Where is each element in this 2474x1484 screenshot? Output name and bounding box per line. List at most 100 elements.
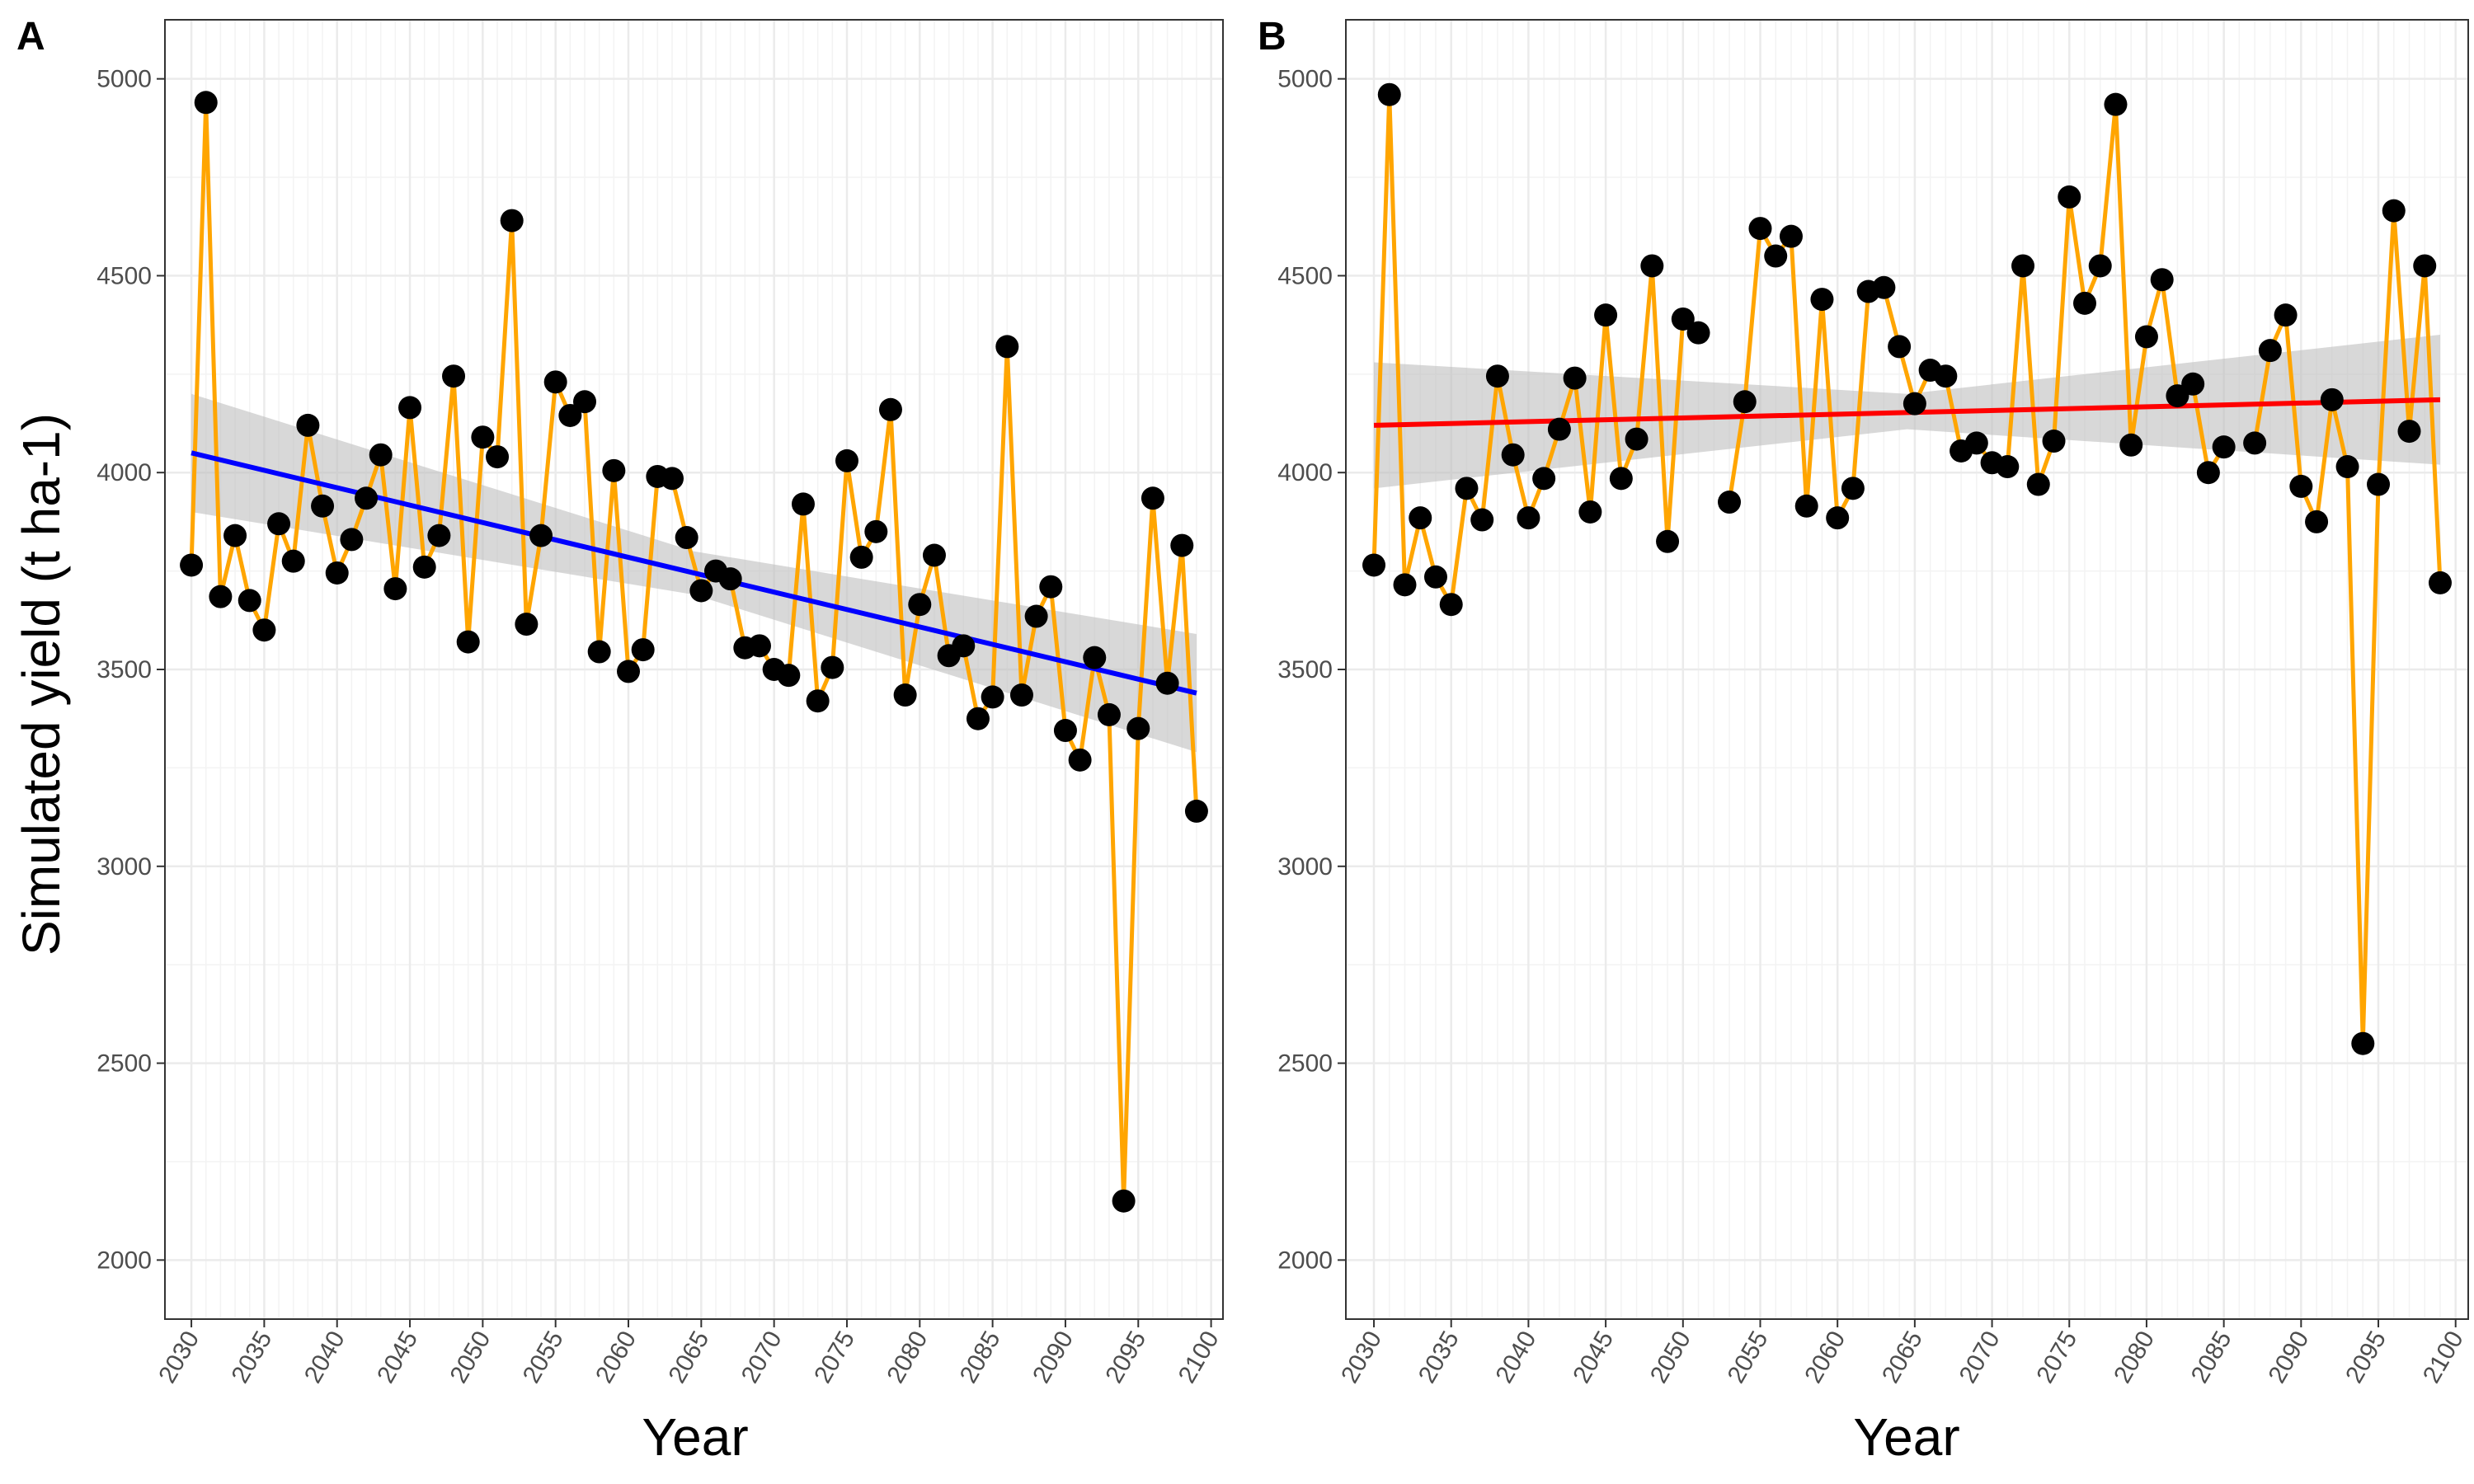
data-point-p0-2043 [369, 443, 393, 467]
data-point-p1-2059 [1810, 288, 1834, 312]
y-tick-label-p1: 4000 [1277, 459, 1333, 486]
data-point-p0-2095 [1126, 716, 1150, 740]
data-point-p1-2046 [1609, 467, 1633, 491]
data-point-p0-2044 [383, 577, 407, 601]
data-point-p1-2074 [2042, 430, 2066, 453]
data-point-p0-2037 [281, 549, 305, 573]
data-point-p0-2052 [500, 209, 524, 232]
data-point-p0-2093 [1097, 702, 1121, 726]
y-tick-label-p1: 2500 [1277, 1050, 1333, 1078]
data-point-p0-2048 [442, 364, 466, 388]
data-point-p0-2064 [675, 526, 698, 550]
data-point-p1-2063 [1872, 275, 1896, 299]
data-point-p0-2055 [543, 370, 567, 394]
data-point-p1-2037 [1470, 508, 1494, 532]
data-point-p1-2064 [1888, 335, 1912, 359]
data-point-p1-2078 [2104, 92, 2128, 116]
data-point-p1-2071 [1996, 455, 2020, 479]
data-point-p0-2057 [573, 390, 597, 414]
data-point-p1-2080 [2134, 325, 2158, 349]
data-point-p0-2035 [252, 618, 276, 642]
data-point-p1-2031 [1377, 82, 1401, 106]
data-point-p0-2083 [952, 634, 976, 658]
data-point-p0-2063 [661, 467, 684, 491]
data-point-p1-2057 [1779, 224, 1803, 248]
data-point-p1-2088 [2258, 339, 2282, 363]
data-point-p0-2084 [966, 707, 990, 730]
y-tick-label-p0: 2500 [96, 1050, 152, 1078]
data-point-p0-2042 [355, 486, 379, 510]
data-point-p1-2091 [2305, 510, 2329, 533]
data-point-p0-2047 [427, 524, 451, 547]
data-point-p1-2050 [1671, 307, 1695, 331]
x-axis-title-a: Year [642, 1407, 748, 1467]
y-tick-label-p0: 5000 [96, 66, 152, 93]
data-point-p0-2079 [893, 683, 917, 707]
data-point-p1-2065 [1903, 392, 1926, 416]
data-point-p0-2045 [398, 396, 422, 420]
data-point-p0-2074 [821, 655, 844, 679]
data-point-p1-2041 [1532, 467, 1556, 491]
data-point-p0-2053 [515, 613, 539, 636]
data-point-p0-2081 [922, 543, 946, 567]
yield-series-line-p1 [1371, 92, 1700, 607]
data-point-p1-2067 [1934, 364, 1958, 388]
data-point-p0-2051 [486, 445, 510, 469]
data-point-p0-2038 [296, 413, 320, 437]
data-point-p0-2040 [325, 561, 349, 585]
data-point-p0-2090 [1053, 719, 1077, 743]
data-point-p1-2098 [2413, 254, 2437, 278]
y-tick-label-p0: 4500 [96, 262, 152, 289]
data-point-p1-2030 [1362, 553, 1386, 577]
data-point-p0-2073 [806, 689, 830, 713]
data-point-p1-2077 [2088, 254, 2112, 278]
data-point-p0-2050 [471, 425, 495, 449]
y-tick-label-p0: 2000 [96, 1247, 152, 1274]
y-tick-label-p0: 4000 [96, 459, 152, 486]
data-point-p1-2069 [1964, 431, 1988, 455]
data-point-p1-2049 [1656, 529, 1680, 553]
data-point-p0-2080 [908, 593, 932, 617]
data-point-p1-2073 [2026, 472, 2050, 496]
data-point-p1-2048 [1640, 254, 1664, 278]
data-point-p1-2043 [1563, 366, 1587, 390]
data-point-p1-2039 [1501, 443, 1525, 467]
data-point-p0-2046 [412, 555, 436, 579]
data-point-p1-2083 [2181, 372, 2205, 396]
data-point-p0-2031 [194, 91, 218, 115]
data-point-p0-2058 [587, 640, 611, 664]
data-point-p1-2060 [1826, 506, 1850, 530]
data-point-p0-2096 [1141, 486, 1164, 510]
data-point-p0-2092 [1083, 646, 1107, 669]
data-point-p1-2076 [2072, 291, 2096, 315]
panel-label-b: B [1258, 15, 1286, 59]
data-point-p1-2058 [1794, 494, 1818, 518]
data-point-p1-2035 [1439, 593, 1463, 617]
y-tick-label-p1: 4500 [1277, 262, 1333, 289]
data-point-p0-2071 [777, 664, 801, 688]
data-point-p0-2032 [209, 585, 233, 608]
data-point-p1-2033 [1409, 506, 1432, 530]
data-point-p0-2076 [849, 545, 873, 569]
y-tick-label-p0: 3000 [96, 853, 152, 881]
data-point-p1-2099 [2428, 571, 2452, 594]
data-point-p0-2075 [835, 448, 858, 472]
data-point-p0-2087 [1009, 683, 1033, 707]
data-point-p0-2054 [529, 524, 553, 547]
data-point-p0-2060 [617, 660, 641, 683]
data-point-p0-2033 [223, 524, 247, 547]
data-point-p1-2096 [2382, 199, 2406, 223]
data-point-p1-2032 [1393, 573, 1417, 597]
yield-series-line-p0 [189, 100, 1199, 1204]
data-point-p1-2085 [2212, 435, 2236, 459]
data-point-p0-2041 [340, 528, 364, 552]
data-point-p1-2093 [2335, 455, 2359, 479]
data-point-p0-2097 [1155, 671, 1179, 695]
y-tick-label-p0: 3500 [96, 656, 152, 683]
data-point-p1-2047 [1625, 427, 1649, 451]
data-point-p0-2030 [180, 553, 204, 577]
data-point-p1-2075 [2058, 185, 2081, 209]
data-point-p1-2034 [1423, 565, 1447, 589]
y-tick-label-p1: 3000 [1277, 853, 1333, 881]
